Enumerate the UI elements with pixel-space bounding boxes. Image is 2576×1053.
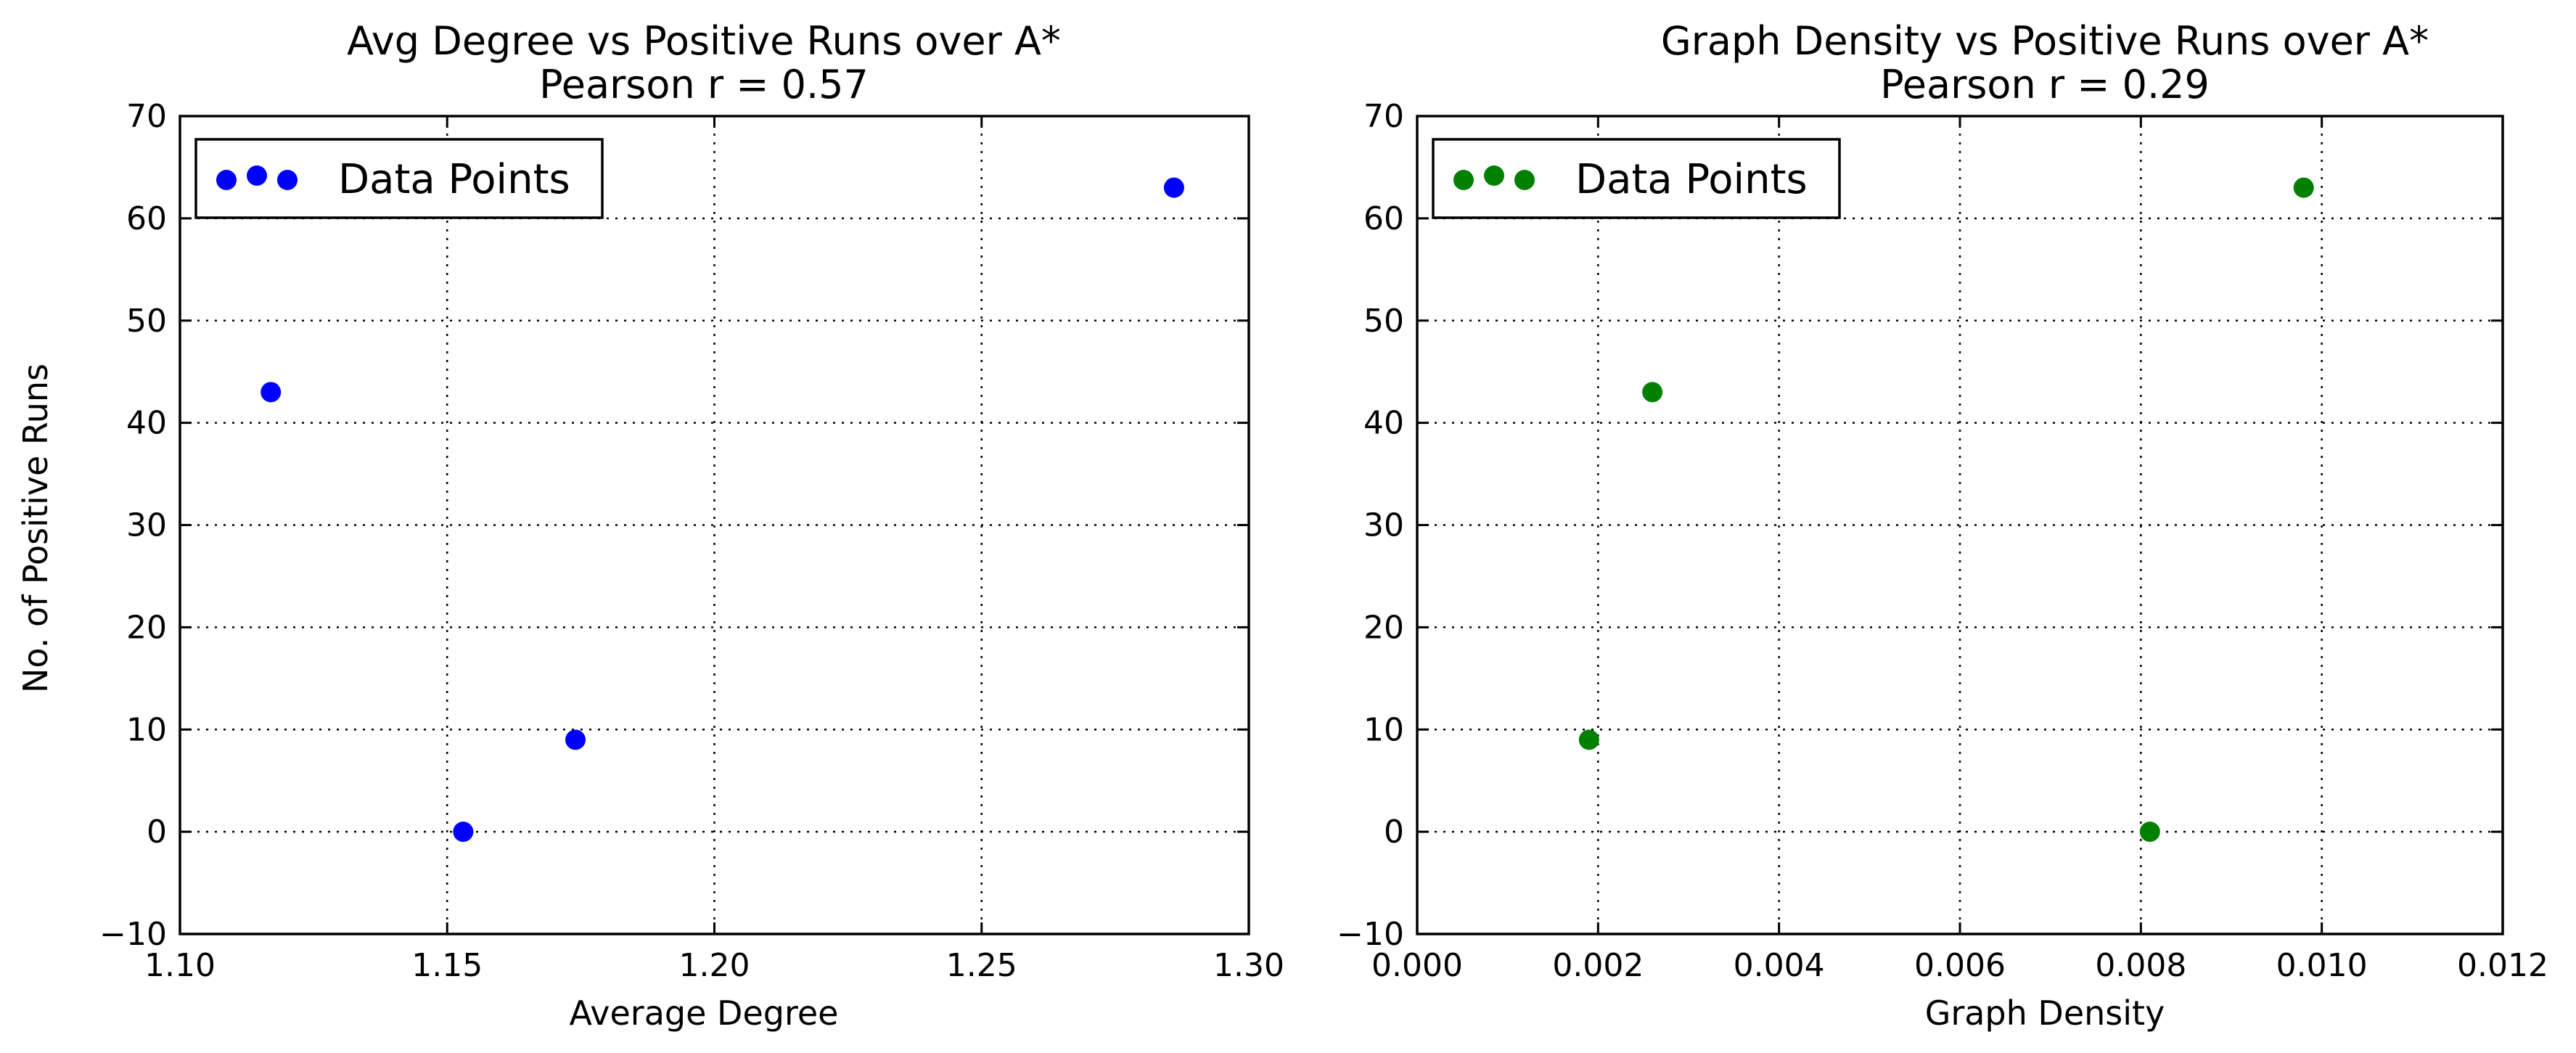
y-tick-label: 10	[1363, 711, 1404, 748]
y-tick-label: −10	[1337, 916, 1404, 953]
chart-title: Graph Density vs Positive Runs over A*	[1661, 18, 2429, 64]
legend-label: Data Points	[1575, 156, 1808, 203]
y-tick-label: 70	[126, 98, 167, 135]
y-tick-label: 60	[1363, 200, 1404, 237]
tick-labels: 1.10 1.15 1.20 1.25 1.30 −10 0 10 20 30 40 50 60 70	[99, 98, 1284, 984]
x-tick-label: 1.20	[679, 947, 750, 984]
chart-graph-density: Graph Density vs Positive Runs over A* P…	[1337, 18, 2548, 1033]
y-tick-label: 40	[126, 405, 167, 442]
x-tick-label: 1.15	[411, 947, 483, 984]
y-tick-label: 40	[1363, 405, 1404, 442]
y-tick-label: 0	[1384, 814, 1404, 851]
x-tick-label: 0.010	[2276, 947, 2368, 984]
data-points	[261, 177, 1184, 843]
x-tick-label: 0.000	[1371, 947, 1463, 984]
y-tick-label: 30	[1363, 507, 1404, 544]
x-axis-label: Graph Density	[1925, 993, 2165, 1033]
data-point	[453, 821, 474, 843]
y-tick-label: 50	[1363, 303, 1404, 340]
grid	[179, 115, 1250, 935]
data-points	[1578, 177, 2314, 843]
legend-marker	[1514, 170, 1535, 190]
chart-subtitle: Pearson r = 0.29	[1880, 62, 2210, 107]
legend-marker	[1453, 170, 1474, 190]
y-tick-label: 0	[147, 814, 167, 851]
legend-marker	[277, 170, 298, 190]
legend-marker	[1484, 165, 1504, 186]
x-tick-label: 1.10	[144, 947, 216, 984]
tick-labels: 0.000 0.002 0.004 0.006 0.008 0.010 0.012 −10 0 1…	[1337, 98, 2548, 984]
x-tick-label: 0.002	[1552, 947, 1644, 984]
y-tick-label: 20	[1363, 609, 1404, 646]
x-tick-label: 0.006	[1914, 947, 2006, 984]
y-tick-label: 30	[126, 507, 167, 544]
chart-title: Avg Degree vs Positive Runs over A*	[347, 18, 1061, 64]
x-tick-label: 0.012	[2457, 947, 2548, 984]
data-point	[1642, 382, 1663, 403]
data-point	[2139, 821, 2160, 843]
y-tick-label: 10	[126, 711, 167, 748]
plot-frame	[179, 115, 1250, 935]
data-point	[261, 382, 282, 403]
data-point	[2293, 177, 2314, 198]
legend-marker	[216, 170, 237, 190]
y-axis-label: No. of Positive Runs	[16, 364, 55, 693]
x-axis-label: Average Degree	[570, 993, 839, 1033]
legend-marker	[247, 165, 267, 186]
x-tick-label: 0.008	[2095, 947, 2186, 984]
legend-label: Data Points	[338, 156, 570, 203]
x-tick-label: 1.30	[1213, 947, 1284, 984]
x-tick-label: 0.004	[1734, 947, 1825, 984]
plot-frame	[1416, 115, 2504, 935]
y-tick-label: 20	[126, 609, 167, 646]
x-tick-label: 1.25	[946, 947, 1017, 984]
data-point	[1163, 177, 1184, 198]
grid	[1416, 115, 2504, 935]
chart-subtitle: Pearson r = 0.57	[539, 62, 869, 107]
chart-avg-degree: Avg Degree vs Positive Runs over A* Pear…	[16, 18, 1284, 1033]
y-tick-label: −10	[99, 916, 167, 953]
y-tick-label: 60	[126, 200, 167, 237]
data-point	[565, 729, 586, 750]
y-tick-label: 70	[1363, 98, 1404, 135]
legend: Data Points	[1432, 138, 1841, 219]
y-tick-label: 50	[126, 303, 167, 340]
legend: Data Points	[194, 138, 604, 219]
data-point	[1578, 729, 1599, 750]
